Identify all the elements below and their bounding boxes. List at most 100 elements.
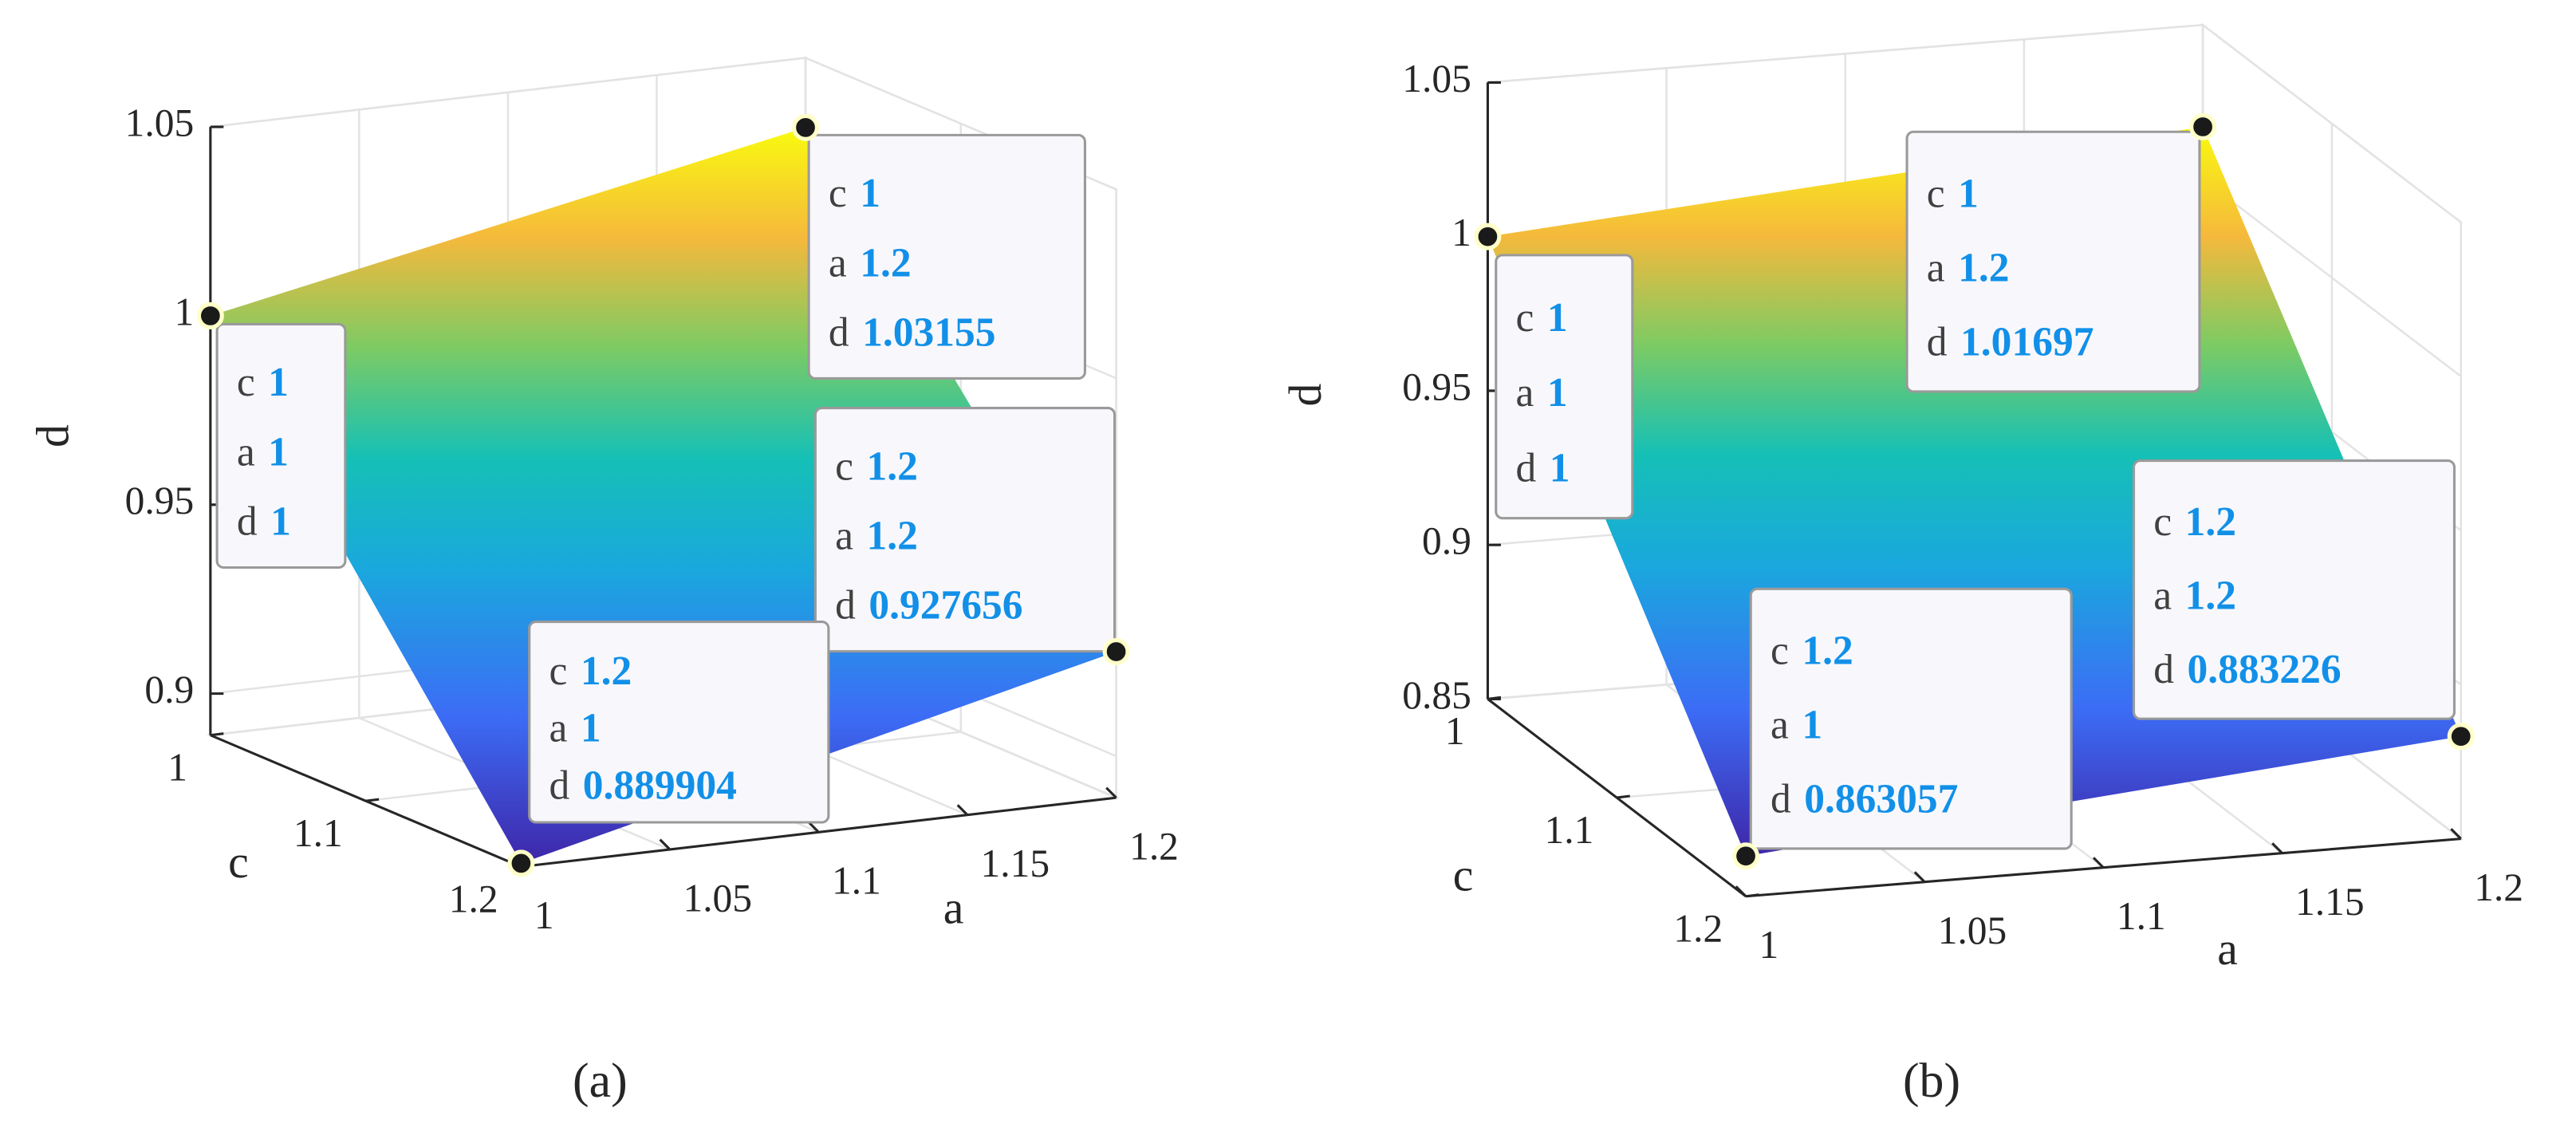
datatip-value: 1.2 <box>2185 499 2236 545</box>
x-tick <box>2271 842 2283 854</box>
data-point <box>1102 637 1130 665</box>
datatip-field: a <box>549 705 567 751</box>
datatip: c 1a 1d 1 <box>1495 254 1634 520</box>
datatip-value: 1 <box>270 499 291 544</box>
datatip-field: c <box>549 648 567 694</box>
datatip-value: 0.889904 <box>583 763 737 808</box>
x-tick-label: 1.05 <box>683 876 752 920</box>
datatip-field: a <box>1515 370 1534 416</box>
datatip: c 1a 1.2d 1.01697 <box>1905 130 2201 393</box>
datatip-value: 1 <box>860 171 880 216</box>
datatip-value: 1 <box>1802 702 1822 747</box>
panel-label: (a) <box>573 1054 628 1108</box>
data-point <box>1474 223 1502 250</box>
x-tick-label: 1.05 <box>1938 908 2007 952</box>
datatip-value: 1 <box>1550 445 1570 491</box>
datatip-box <box>1495 254 1634 520</box>
z-tick-label: 0.85 <box>1402 673 1471 717</box>
datatip-row: a 1.2 <box>2153 573 2236 619</box>
x-tick <box>1735 885 1747 897</box>
x-tick-label: 1.15 <box>2295 880 2365 924</box>
datatip-row: d 1.01697 <box>1927 319 2094 365</box>
datatip-field: c <box>237 360 255 405</box>
datatip-box <box>528 620 830 824</box>
datatip-value: 1 <box>1547 295 1568 341</box>
y-tick <box>1745 893 1759 898</box>
z-tick-label: 0.95 <box>1402 365 1471 408</box>
x-axis-label: a <box>2217 924 2238 975</box>
datatip: c 1.2 a 1.2 d 0.883226 <box>2132 459 2456 720</box>
data-point <box>1732 842 1760 870</box>
datatip-value: 1.01697 <box>1960 319 2093 365</box>
datatip-value: 0.883226 <box>2188 647 2342 692</box>
y-tick-label: 1.1 <box>293 811 343 855</box>
x-tick-label: 1.1 <box>2117 894 2166 938</box>
datatip-field: a <box>1771 702 1789 747</box>
datatip-field: c <box>2153 499 2172 545</box>
datatip-field: c <box>1927 171 1945 216</box>
datatip-value: 1.2 <box>1958 245 2009 290</box>
datatip: c 1.2a 1d 0.863057 <box>1749 587 2073 850</box>
datatip-field: d <box>2153 647 2174 692</box>
datatip-field: a <box>2153 573 2172 619</box>
datatip-row: c 1.2 <box>1771 628 1853 673</box>
datatip-box <box>813 407 1117 653</box>
z-tick-label: 1 <box>174 290 194 333</box>
datatip-row: d 0.927656 <box>835 582 1022 628</box>
y-tick-label: 1 <box>1445 709 1465 753</box>
data-point <box>2189 112 2217 140</box>
x-tick-label: 1.2 <box>1129 824 1179 868</box>
y-tick <box>1617 794 1630 799</box>
datatip-field: d <box>1927 319 1948 365</box>
datatip-row: d 1.03155 <box>829 309 996 355</box>
data-point <box>792 113 820 141</box>
datatip-box <box>807 133 1086 380</box>
y-tick <box>210 732 224 737</box>
datatip-field: a <box>1927 245 1945 290</box>
datatip-value: 1 <box>268 429 289 475</box>
y-tick <box>365 798 380 802</box>
datatip-value: 1.2 <box>581 648 632 694</box>
data-point <box>507 849 535 877</box>
datatip-box <box>2132 459 2456 720</box>
datatip-value: 1 <box>581 705 601 751</box>
datatip-box <box>1905 130 2201 393</box>
datatip-box <box>215 322 347 569</box>
datatip-row: c 1.2 <box>549 648 632 694</box>
x-tick-label: 1.1 <box>832 859 881 903</box>
datatip-box <box>1749 587 2073 850</box>
datatip-field: d <box>237 499 258 544</box>
datatip-value: 0.927656 <box>869 582 1022 628</box>
y-tick-label: 1.1 <box>1545 808 1594 852</box>
y-tick <box>1487 696 1502 700</box>
datatip-value: 1.2 <box>866 513 917 558</box>
x-tick <box>1105 786 1117 799</box>
datatip-field: d <box>829 309 849 355</box>
datatip-field: c <box>835 443 853 489</box>
y-tick-label: 1 <box>167 745 187 789</box>
x-tick <box>956 804 969 816</box>
x-tick <box>659 838 672 851</box>
datatip-field: a <box>237 429 255 475</box>
z-tick-label: 0.9 <box>144 668 194 711</box>
datatip-field: d <box>1771 776 1791 822</box>
datatip-value: 1.2 <box>1802 628 1853 673</box>
datatip-value: 1.2 <box>866 443 917 489</box>
datatip-row: a 1.2 <box>1927 245 2010 290</box>
datatip-field: c <box>829 171 847 216</box>
panel-label: (b) <box>1903 1054 1960 1108</box>
y-tick-label: 1.2 <box>449 877 498 920</box>
x-tick-label: 1 <box>1759 923 1779 967</box>
datatip: c 1.2a 1.2d 0.927656 <box>813 407 1117 653</box>
x-tick <box>2092 857 2105 869</box>
x-tick <box>2450 828 2462 840</box>
y-axis-label: c <box>1453 850 1474 901</box>
datatip-value: 1.2 <box>860 240 911 286</box>
